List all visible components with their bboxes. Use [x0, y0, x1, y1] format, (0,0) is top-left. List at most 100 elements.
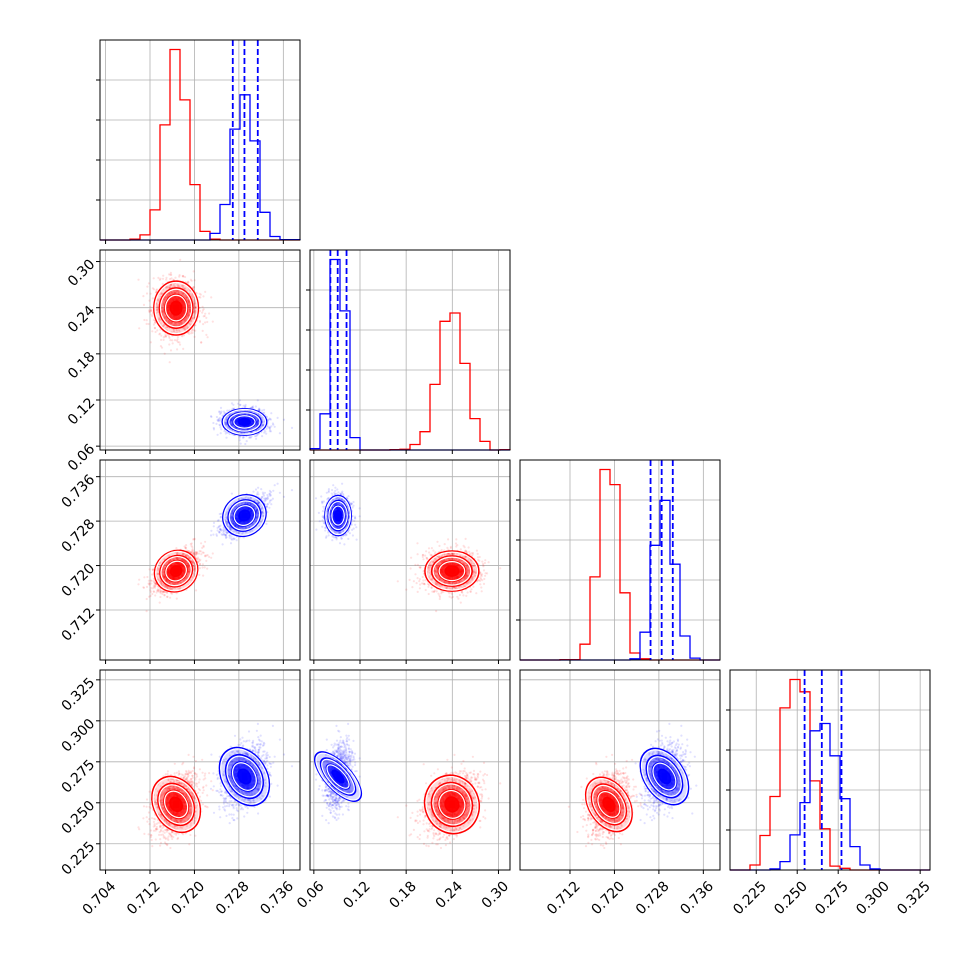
scatter-point — [158, 601, 161, 604]
scatter-point — [238, 399, 241, 402]
scatter-point — [154, 584, 157, 587]
scatter-point — [154, 594, 157, 597]
scatter-point — [170, 321, 173, 325]
scatter-point — [265, 522, 268, 526]
density-panel — [137, 258, 294, 446]
scatter-point — [172, 329, 175, 333]
density-peak — [241, 420, 248, 424]
scatter-point — [145, 319, 148, 322]
scatter-point — [187, 313, 190, 317]
scatter-point — [188, 289, 191, 292]
scatter-point — [150, 586, 153, 590]
scatter-point — [210, 296, 213, 299]
scatter-point — [167, 321, 170, 324]
scatter-point — [157, 311, 160, 314]
scatter-point — [255, 437, 258, 440]
scatter-point — [168, 292, 171, 295]
scatter-point — [159, 589, 162, 592]
scatter-point — [215, 415, 218, 419]
scatter-point — [254, 435, 257, 438]
scatter-point — [170, 323, 173, 326]
scatter-point — [188, 308, 192, 311]
scatter-point — [201, 566, 204, 569]
scatter-point — [148, 582, 151, 585]
scatter-point — [225, 436, 228, 439]
scatter-point — [187, 301, 190, 304]
scatter-point — [187, 299, 190, 302]
scatter-point — [197, 558, 200, 561]
scatter-point — [148, 568, 151, 571]
scatter-point — [190, 542, 193, 545]
scatter-point — [202, 295, 205, 298]
scatter-point — [167, 319, 171, 323]
scatter-point — [160, 338, 163, 341]
scatter-point — [191, 327, 194, 330]
scatter-point — [150, 313, 153, 316]
scatter-point — [162, 304, 165, 307]
scatter-point — [270, 503, 273, 506]
scatter-point — [188, 302, 191, 305]
scatter-point — [152, 288, 156, 291]
scatter-point — [145, 322, 148, 325]
scatter-point — [174, 323, 177, 326]
scatter-point — [163, 299, 166, 302]
scatter-point — [201, 311, 204, 314]
scatter-point — [146, 285, 149, 288]
scatter-point — [168, 273, 171, 276]
scatter-point — [142, 586, 145, 589]
scatter-point — [170, 273, 173, 276]
scatter-point — [210, 556, 213, 559]
scatter-point — [154, 321, 157, 324]
scatter-point — [180, 322, 184, 325]
scatter-point — [155, 309, 158, 312]
scatter-point — [164, 297, 167, 300]
scatter-point — [251, 406, 254, 409]
scatter-point — [158, 333, 161, 336]
scatter-point — [192, 329, 195, 332]
scatter-point — [172, 284, 175, 287]
scatter-point — [215, 422, 218, 425]
scatter-point — [265, 427, 268, 430]
scatter-point — [194, 310, 197, 313]
scatter-point — [171, 292, 174, 295]
scatter-point — [278, 432, 281, 435]
scatter-point — [167, 292, 171, 295]
scatter-point — [150, 309, 153, 312]
scatter-point — [201, 563, 204, 566]
scatter-point — [185, 295, 188, 298]
scatter-point — [273, 484, 276, 487]
scatter-point — [192, 286, 195, 289]
scatter-point — [158, 278, 161, 281]
scatter-point — [238, 403, 242, 407]
scatter-point — [184, 546, 187, 549]
scatter-point — [168, 343, 171, 346]
scatter-point — [188, 306, 191, 309]
scatter-point — [265, 432, 268, 435]
scatter-point — [151, 592, 154, 596]
scatter-point — [157, 304, 160, 307]
scatter-point — [200, 341, 203, 344]
scatter-point — [170, 292, 173, 295]
scatter-point — [147, 579, 150, 582]
scatter-point — [173, 285, 176, 288]
scatter-point — [210, 415, 213, 418]
scatter-point — [171, 342, 174, 345]
scatter-point — [169, 349, 173, 352]
scatter-point — [230, 402, 234, 405]
scatter-point — [208, 312, 211, 315]
scatter-point — [198, 295, 201, 299]
scatter-point — [212, 421, 215, 425]
scatter-point — [182, 286, 185, 289]
scatter-point — [170, 277, 173, 280]
scatter-point — [143, 318, 146, 322]
scatter-point — [204, 312, 207, 315]
scatter-point — [169, 284, 172, 287]
scatter-point — [165, 276, 168, 279]
scatter-point — [202, 574, 205, 577]
scatter-point — [177, 324, 180, 327]
scatter-point — [223, 412, 226, 415]
scatter-point — [193, 335, 196, 338]
scatter-point — [176, 341, 180, 344]
scatter-point — [183, 295, 186, 298]
scatter-point — [148, 595, 151, 598]
